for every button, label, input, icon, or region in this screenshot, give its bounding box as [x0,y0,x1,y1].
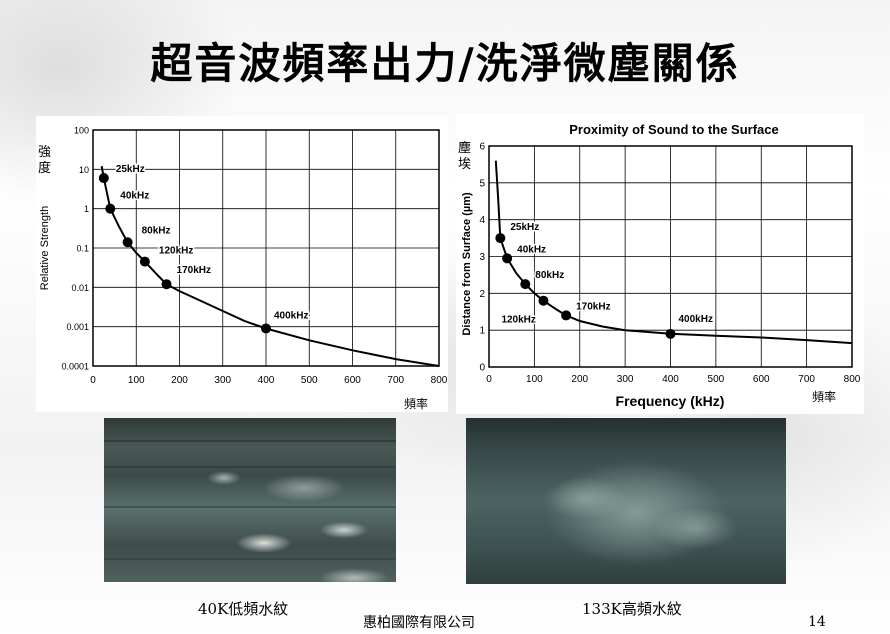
y-tick-label: 10 [79,165,89,175]
data-point [122,237,133,248]
x-axis-chinese-label: 頻率 [812,389,836,404]
data-label: 120kHz [159,246,193,257]
y-tick-label: 2 [479,289,485,300]
data-point [495,233,506,244]
y-tick-label: 4 [479,215,485,226]
data-label: 25kHz [510,222,539,233]
data-label: 40kHz [517,244,546,255]
data-point [161,279,172,290]
data-label: 25kHz [116,164,145,175]
x-tick-label: 200 [171,375,188,386]
y-axis-chinese-label: 強度 [38,144,51,175]
y-tick-label: 100 [74,126,89,136]
x-tick-label: 100 [128,375,145,386]
x-tick-label: 400 [258,375,275,386]
y-tick-label: 0.0001 [61,362,89,372]
data-point [538,295,549,306]
y-tick-label: 0.01 [71,283,89,293]
data-label: 400kHz [679,314,713,325]
x-tick-label: 400 [662,374,679,385]
data-label: 170kHz [177,265,211,276]
y-tick-label: 3 [479,252,485,263]
x-tick-label: 200 [571,374,588,385]
data-point [665,328,676,339]
y-tick-label: 6 [479,142,485,153]
y-tick-label: 0.001 [66,322,89,332]
x-tick-label: 0 [486,374,492,385]
x-tick-label: 300 [617,374,634,385]
slide-title: 超音波頻率出力/洗淨微塵關係 [150,39,740,88]
x-tick-label: 500 [708,374,725,385]
x-tick-label: 700 [798,374,815,385]
data-label: 80kHz [142,225,171,236]
x-tick-label: 800 [431,375,448,386]
data-point [261,323,271,334]
y-tick-label: 0.1 [76,244,89,254]
y-axis-label: Relative Strength [39,206,51,290]
chart-proximity-panel: Proximity of Sound to the Surface 0 100 200… [456,114,864,414]
data-label: 170kHz [576,301,610,312]
data-label: 40kHz [120,191,149,202]
data-point [105,203,116,214]
x-tick-label: 600 [344,375,361,386]
data-point [520,279,531,290]
high-frequency-caption: 133K高頻水紋 [582,600,682,618]
x-tick-label: 100 [526,374,543,385]
data-point [561,310,572,321]
x-tick-label: 700 [387,375,404,386]
data-label: 400kHz [274,310,308,321]
y-tick-label: 1 [479,326,485,337]
chart-relative-strength-panel: 0 100 200 300 400 500 600 700 800 0.0001 0.001 0.01… [36,116,448,412]
x-axis-label: Frequency (kHz) [616,393,725,409]
proximity-chart: Proximity of Sound to the Surface 0 100 200… [458,122,861,409]
x-tick-label: 300 [214,375,231,386]
x-axis-chinese-label: 頻率 [404,396,428,411]
low-frequency-caption: 40K低頻水紋 [198,600,289,618]
y-axis-label: Distance from Surface (µm) [461,192,473,336]
data-point [502,253,513,264]
company-name: 惠柏國際有限公司 [363,615,475,631]
high-frequency-water-ripple-photo [466,418,786,584]
relative-strength-chart: 0 100 200 300 400 500 600 700 800 0.0001 0.001 0.01… [38,126,448,412]
x-tick-label: 0 [90,375,96,386]
series-curve [100,166,440,367]
page-number: 14 [808,614,826,630]
chart-title: Proximity of Sound to the Surface [569,122,778,137]
x-tick-label: 600 [753,374,770,385]
y-tick-label: 1 [84,204,89,214]
data-label: 80kHz [535,270,564,281]
y-tick-label: 5 [479,178,485,189]
y-tick-label: 0 [479,363,485,374]
y-axis-chinese-label: 塵埃 [458,140,471,171]
low-frequency-water-ripple-photo [104,418,396,582]
data-point [98,173,109,184]
x-tick-label: 500 [301,375,318,386]
data-point [139,256,150,267]
data-label: 120kHz [501,315,535,326]
x-tick-label: 800 [844,374,861,385]
